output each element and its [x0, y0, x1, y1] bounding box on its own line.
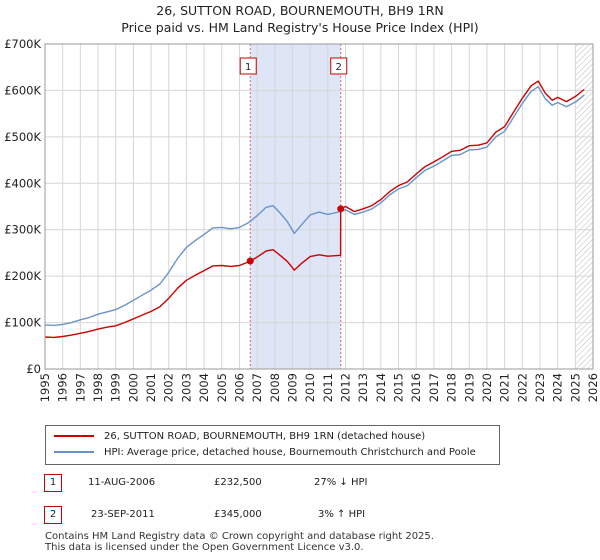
- x-tick-label: 2004: [197, 373, 211, 402]
- forecast-hatch: [575, 44, 593, 369]
- y-tick-label: £0: [26, 362, 41, 376]
- x-tick-label: 2010: [303, 373, 317, 402]
- x-tick-label: 2006: [232, 373, 246, 402]
- footer-licence: This data is licensed under the Open Gov…: [45, 542, 364, 553]
- x-tick-label: 2019: [462, 373, 476, 402]
- sale-marker-label-2: 2: [336, 62, 342, 73]
- legend: 26, SUTTON ROAD, BOURNEMOUTH, BH9 1RN (d…: [45, 425, 500, 465]
- annotation-hpi-1: 27% ↓ HPI: [314, 477, 368, 488]
- chart-title-line2: Price paid vs. HM Land Registry's House …: [121, 20, 479, 35]
- x-tick-label: 2017: [427, 373, 441, 402]
- legend-label-hpi: HPI: Average price, detached house, Bour…: [104, 447, 476, 458]
- x-tick-label: 2002: [162, 373, 176, 402]
- x-tick-label: 2007: [250, 373, 264, 402]
- x-tick-label: 1998: [91, 373, 105, 402]
- sale-marker-box-1: [239, 57, 257, 75]
- y-tick-label: £100K: [4, 316, 41, 330]
- x-tick-label: 2015: [392, 373, 406, 402]
- x-tick-label: 2009: [285, 373, 299, 402]
- plot-frame: [44, 43, 594, 370]
- x-tick-label: 2013: [356, 373, 370, 402]
- x-tick-label: 2001: [144, 373, 158, 402]
- x-tick-label: 2012: [339, 373, 353, 402]
- legend-item-hpi: HPI: Average price, detached house, Bour…: [54, 446, 476, 460]
- x-tick-label: 2005: [215, 373, 229, 402]
- annotation-date-1: 11-AUG-2006: [88, 477, 156, 488]
- sale-point-1: [246, 257, 254, 265]
- x-tick-label: 2018: [445, 373, 459, 402]
- sale-period-shade: [250, 44, 341, 369]
- x-tick-label: 2023: [533, 373, 547, 402]
- chart-title-line1: 26, SUTTON ROAD, BOURNEMOUTH, BH9 1RN: [156, 3, 444, 18]
- y-tick-label: £700K: [4, 37, 41, 51]
- annotation-price-1: £232,500: [214, 477, 262, 488]
- x-tick-label: 2022: [515, 373, 529, 402]
- footer-copyright: Contains HM Land Registry data © Crown c…: [45, 531, 434, 542]
- legend-item-property: 26, SUTTON ROAD, BOURNEMOUTH, BH9 1RN (d…: [54, 430, 425, 444]
- annotation-hpi-2: 3% ↑ HPI: [318, 509, 366, 520]
- x-tick-label: 2024: [551, 373, 565, 402]
- x-tick-label: 2000: [126, 373, 140, 402]
- y-tick-label: £600K: [4, 83, 41, 97]
- x-tick-label: 1995: [38, 373, 52, 402]
- x-tick-label: 2016: [409, 373, 423, 402]
- x-tick-label: 2026: [586, 373, 600, 402]
- x-tick-label: 2025: [568, 373, 582, 402]
- legend-swatch-property: [54, 435, 94, 437]
- sale-marker-box-2: [330, 57, 348, 75]
- x-tick-label: 2014: [374, 373, 388, 402]
- x-tick-label: 1996: [56, 373, 70, 402]
- x-tick-label: 2003: [179, 373, 193, 402]
- sale-point-2: [337, 205, 345, 213]
- x-tick-label: 1999: [109, 373, 123, 402]
- property-line: [44, 80, 585, 339]
- x-tick-label: 2021: [498, 373, 512, 402]
- y-tick-label: £400K: [4, 176, 41, 190]
- hpi-line: [44, 86, 585, 327]
- legend-swatch-hpi: [54, 451, 94, 453]
- y-tick-label: £500K: [4, 130, 41, 144]
- annotation-marker-2: 2: [44, 506, 62, 524]
- x-tick-label: 1997: [73, 373, 87, 402]
- legend-label-property: 26, SUTTON ROAD, BOURNEMOUTH, BH9 1RN (d…: [104, 431, 426, 442]
- y-tick-label: £300K: [4, 223, 41, 237]
- x-tick-label: 2020: [480, 373, 494, 402]
- x-tick-label: 2011: [321, 373, 335, 402]
- annotation-price-2: £345,000: [214, 509, 262, 520]
- chart-title: 26, SUTTON ROAD, BOURNEMOUTH, BH9 1RN Pr…: [0, 2, 600, 36]
- annotation-marker-1: 1: [44, 474, 62, 492]
- y-tick-label: £200K: [4, 269, 41, 283]
- x-tick-label: 2008: [268, 373, 282, 402]
- sale-marker-label-1: 1: [245, 62, 251, 73]
- price-chart: £0 £100K £200K £300K £400K £500K £600K £700K 199…: [4, 37, 600, 402]
- annotation-date-2: 23-SEP-2011: [91, 509, 155, 520]
- footer: Contains HM Land Registry data © Crown c…: [45, 531, 434, 553]
